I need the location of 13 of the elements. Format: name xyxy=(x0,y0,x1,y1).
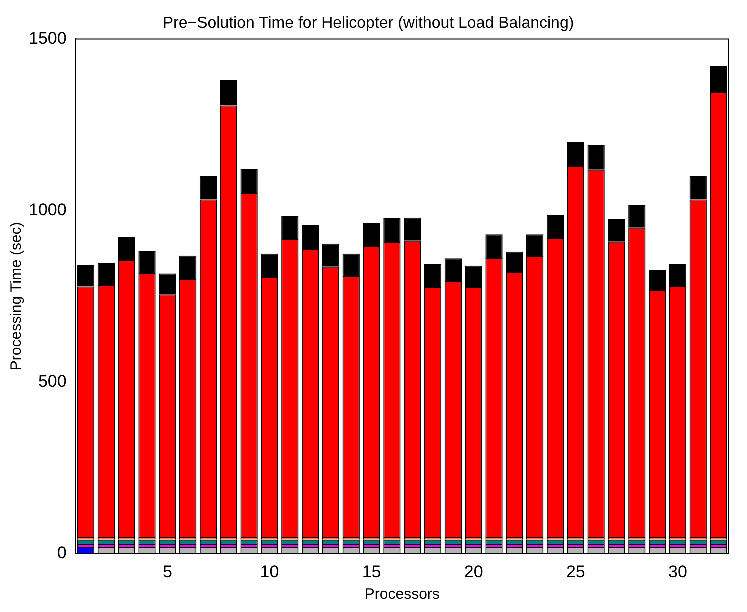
x-axis-title: Processors xyxy=(364,586,440,604)
y-tick-label: 500 xyxy=(38,372,67,391)
y-tick-label: 0 xyxy=(57,543,67,562)
x-tick-label: 20 xyxy=(464,562,484,582)
x-tick-label: 15 xyxy=(362,562,382,582)
y-tick-label: 1000 xyxy=(28,200,67,220)
x-tick-label: 30 xyxy=(668,562,688,582)
x-tick-label: 25 xyxy=(566,562,586,582)
x-tick-label: 5 xyxy=(162,562,172,582)
y-axis-title: Processing Time (sec) xyxy=(8,222,26,371)
chart-title: Pre−Solution Time for Helicopter (without Load Balancing) xyxy=(162,15,574,32)
x-tick-label: 10 xyxy=(260,562,280,582)
y-tick-label: 1500 xyxy=(28,28,67,48)
